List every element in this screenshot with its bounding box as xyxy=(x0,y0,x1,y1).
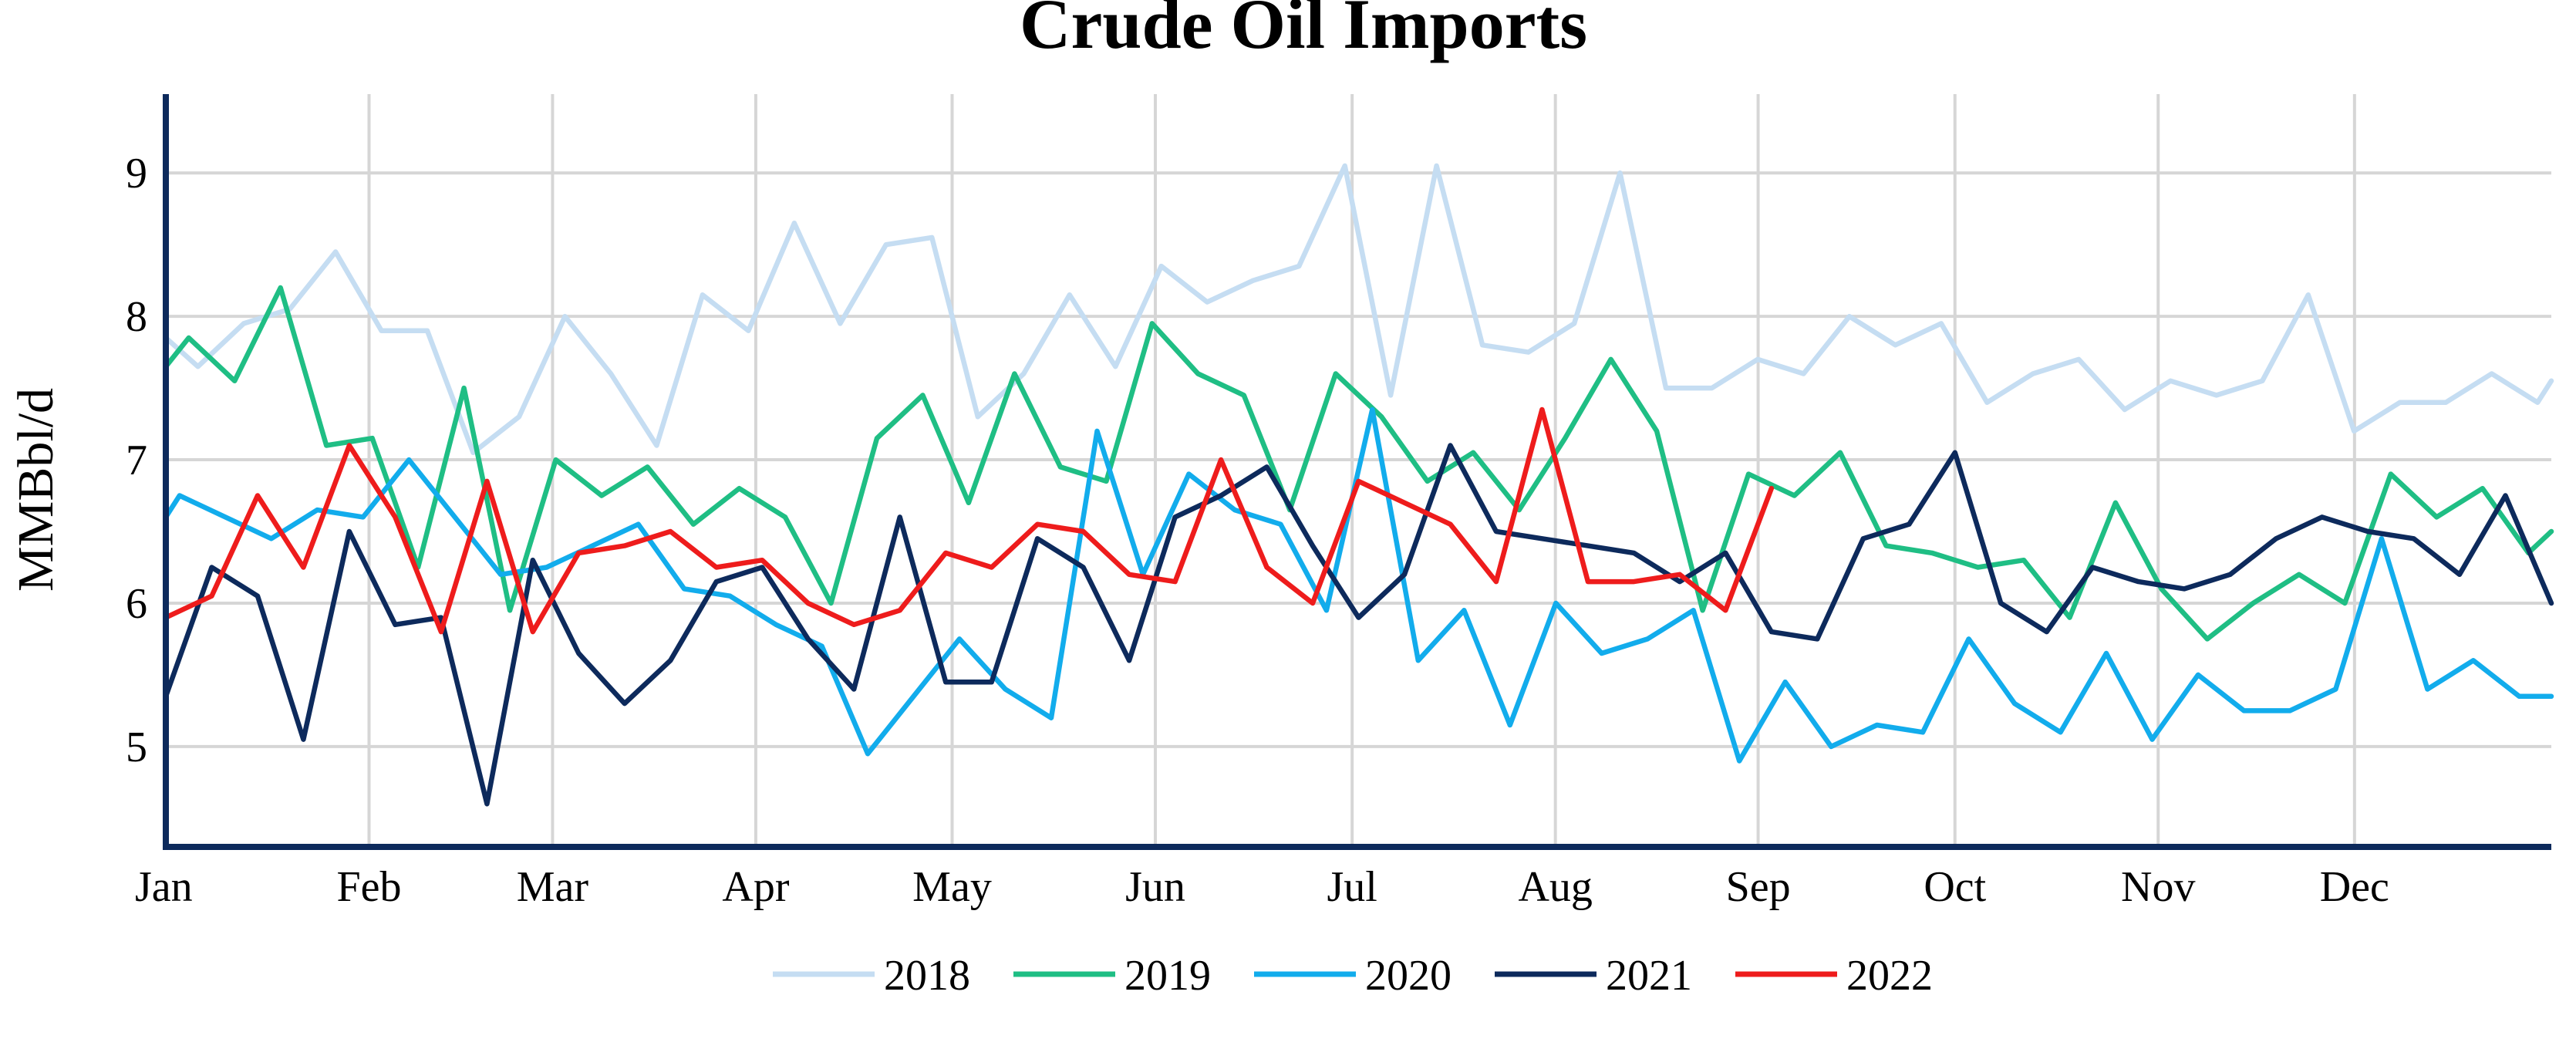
legend-item-2020[interactable]: 2020 xyxy=(1254,952,1452,1000)
legend-label: 2019 xyxy=(1124,952,1211,1000)
legend-label: 2022 xyxy=(1846,952,1933,1000)
legend: 2018 2019 2020 2021 2022 xyxy=(773,952,1933,1000)
x-tick-label: Feb xyxy=(336,863,401,911)
x-tick-label: Aug xyxy=(1518,863,1592,911)
x-tick-label: May xyxy=(912,863,992,911)
series-layer xyxy=(163,163,2554,807)
x-tick-label: Oct xyxy=(1924,863,1986,911)
series-line-2018 xyxy=(163,163,2554,456)
y-tick-label: 9 xyxy=(126,150,147,197)
x-tick-label: Jun xyxy=(1125,863,1185,911)
x-tick-label: Nov xyxy=(2121,863,2195,911)
legend-label: 2021 xyxy=(1606,952,1692,1000)
y-tick-label: 6 xyxy=(126,580,147,628)
x-tick-label: Mar xyxy=(517,863,589,911)
series-line-2019 xyxy=(163,285,2554,642)
x-tick-label: Apr xyxy=(722,863,789,911)
legend-item-2021[interactable]: 2021 xyxy=(1495,952,1692,1000)
legend-item-2018[interactable]: 2018 xyxy=(773,952,970,1000)
y-tick-label: 8 xyxy=(126,293,147,341)
legend-label: 2018 xyxy=(884,952,970,1000)
grid-lines xyxy=(166,94,2551,847)
y-axis-label: MMBbl/d xyxy=(8,388,64,592)
axes xyxy=(163,94,2551,850)
x-tick-label: Dec xyxy=(2320,863,2389,911)
legend-item-2019[interactable]: 2019 xyxy=(1013,952,1211,1000)
series-line-2022 xyxy=(163,406,1775,635)
x-tick-label: Jan xyxy=(135,863,193,911)
y-tick-label: 7 xyxy=(126,437,147,484)
y-tick-label: 5 xyxy=(126,724,147,771)
x-tick-label: Jul xyxy=(1327,863,1377,911)
chart-title: Crude Oil Imports xyxy=(1020,0,1587,63)
x-tick-label: Sep xyxy=(1726,863,1791,911)
series-line-2021 xyxy=(163,443,2554,807)
legend-label: 2020 xyxy=(1365,952,1452,1000)
tick-labels: 5 6 7 8 9 Jan Feb Mar Apr May Jun Jul Aug Sep Oct Nov De… xyxy=(126,150,2389,911)
legend-item-2022[interactable]: 2022 xyxy=(1735,952,1933,1000)
